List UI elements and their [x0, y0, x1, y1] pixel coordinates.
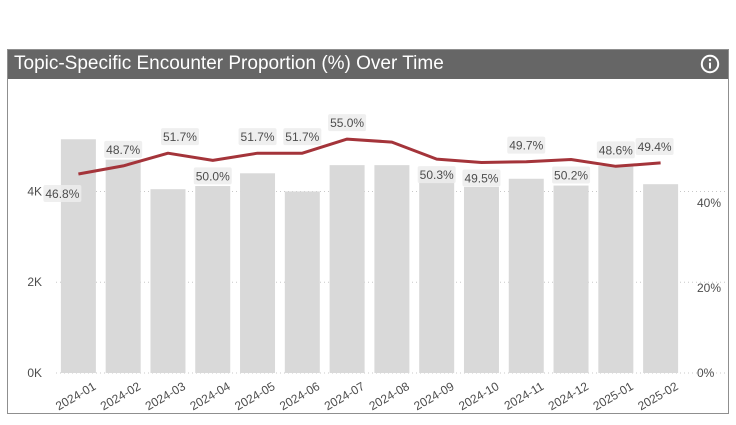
data-label-bg: [552, 166, 591, 184]
bar[interactable]: [284, 191, 320, 373]
x-tick-label: 2024-12: [546, 379, 591, 413]
line-data-label: 46.8%: [45, 187, 79, 201]
bar[interactable]: [240, 173, 276, 373]
data-label-bg: [43, 184, 82, 202]
x-tick-label: 2024-07: [322, 379, 367, 413]
line-data-label: 50.3%: [420, 168, 454, 182]
data-label-bg: [238, 128, 277, 146]
bar[interactable]: [508, 178, 544, 373]
data-label-bg: [596, 141, 635, 159]
y-axis-right: 0% 20% 40%: [697, 196, 721, 380]
y-right-tick-label: 20%: [697, 281, 721, 295]
bar[interactable]: [329, 165, 365, 373]
line-data-label: 55.0%: [330, 116, 364, 130]
data-label-bg: [328, 114, 367, 132]
line-data-label: 51.7%: [163, 130, 197, 144]
x-tick-label: 2024-03: [143, 379, 188, 413]
data-label-bg: [417, 166, 456, 184]
x-tick-label: 2024-06: [277, 379, 322, 413]
bar[interactable]: [463, 186, 499, 373]
x-tick-label: 2024-08: [367, 379, 412, 413]
chart-title: Topic-Specific Encounter Proportion (%) …: [14, 53, 444, 74]
bar[interactable]: [374, 165, 410, 373]
x-tick-label: 2024-09: [411, 379, 456, 413]
data-label-bg: [193, 167, 232, 185]
y-right-tick-label: 40%: [697, 196, 721, 210]
x-tick-label: 2024-04: [188, 379, 233, 413]
y-left-tick-label: 4K: [27, 184, 42, 198]
line-data-label: 49.4%: [638, 140, 672, 154]
x-tick-label: 2024-10: [456, 379, 501, 413]
x-tick-label: 2025-01: [591, 379, 636, 413]
bar[interactable]: [150, 189, 186, 373]
bar-series: [60, 139, 679, 373]
line-data-label: 49.7%: [509, 139, 543, 153]
data-label-bg: [283, 128, 322, 146]
line-data-labels: 46.8% 48.7% 51.7% 50.0% 51.7% 51.7% 55.0% 50.3%…: [43, 114, 674, 202]
y-left-tick-label: 0K: [27, 366, 42, 380]
data-label-bg: [635, 137, 674, 155]
bar[interactable]: [553, 185, 589, 373]
line-data-label: 49.5%: [464, 172, 498, 186]
info-circle-icon[interactable]: [700, 54, 720, 74]
x-tick-label: 2024-11: [502, 379, 547, 413]
chart-plot: 46.8% 48.7% 51.7% 50.0% 51.7% 51.7% 55.0% 50.3%…: [27, 114, 726, 413]
bar[interactable]: [643, 184, 679, 373]
bar[interactable]: [195, 186, 231, 373]
line-data-label: 50.2%: [554, 169, 588, 183]
bar[interactable]: [419, 171, 455, 373]
line-data-label: 50.0%: [196, 169, 230, 183]
y-axis-left: 0K 2K 4K: [27, 184, 42, 380]
y-right-tick-label: 0%: [697, 366, 715, 380]
x-tick-label: 2024-05: [232, 379, 277, 413]
x-tick-label: 2024-02: [98, 379, 143, 413]
data-label-bg: [104, 140, 143, 158]
bar[interactable]: [598, 166, 634, 373]
data-label-bg: [507, 136, 546, 154]
line-data-label: 48.6%: [599, 143, 633, 157]
data-label-bg: [462, 169, 501, 187]
bar[interactable]: [105, 159, 141, 373]
chart-header: Topic-Specific Encounter Proportion (%) …: [8, 50, 728, 79]
line-series: [78, 137, 661, 176]
line-data-label: 51.7%: [241, 130, 275, 144]
bar[interactable]: [60, 139, 96, 373]
line-data-label: 51.7%: [285, 130, 319, 144]
data-label-bg: [160, 128, 199, 146]
x-tick-label: 2024-01: [53, 379, 98, 413]
line-path: [78, 137, 661, 176]
line-data-label: 48.7%: [106, 143, 140, 157]
x-axis: 2024-01 2024-02 2024-03 2024-04 2024-05 2024-…: [53, 379, 681, 413]
x-tick-label: 2025-02: [635, 379, 680, 413]
chart-card: Topic-Specific Encounter Proportion (%) …: [7, 49, 729, 414]
y-left-tick-label: 2K: [27, 275, 42, 289]
